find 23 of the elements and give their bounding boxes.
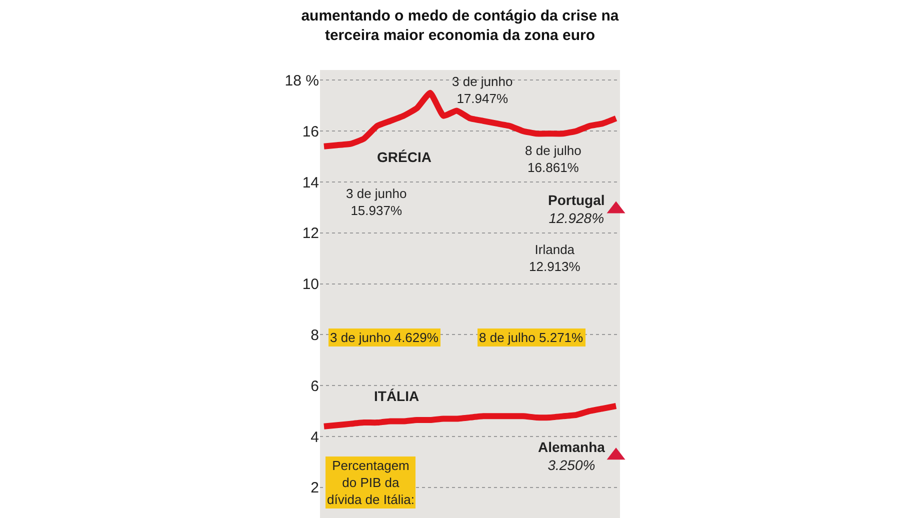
annotation: 8 de julho 5.271%: [479, 330, 584, 345]
annotation: 8 de julho 16.861%: [525, 143, 582, 175]
annotation: 3 de junho 4.629%: [330, 330, 439, 345]
annotation: 3 de junho 15.937%: [346, 186, 407, 218]
annotation: Percentagem do PIB da dívida de Itália:: [327, 458, 414, 507]
y-tick-label: 2: [310, 480, 319, 497]
y-tick-label: 4: [310, 428, 319, 446]
y-tick-label: 12: [302, 225, 319, 242]
y-tick-label: 6: [310, 378, 319, 395]
y-tick-label: 18 %: [284, 72, 319, 90]
y-tick-label: 14: [302, 174, 319, 192]
y-tick-label: 10: [302, 276, 319, 294]
y-tick-label: 16: [302, 123, 319, 140]
series-label: GRÉCIA: [377, 149, 432, 165]
annotation: 3 de junho 17.947%: [452, 74, 513, 106]
series-label: Portugal: [548, 192, 605, 208]
data-label: 12.928%: [548, 210, 604, 226]
series-label: ITÁLIA: [374, 388, 420, 404]
series-label: Alemanha: [538, 439, 606, 455]
y-tick-label: 8: [310, 326, 319, 344]
data-label: 3.250%: [548, 457, 596, 474]
annotation: Irlanda 12.913%: [529, 242, 581, 274]
chart-title: aumentando o medo de contágio da crise na terceira maior economia da zona euro: [301, 8, 620, 44]
